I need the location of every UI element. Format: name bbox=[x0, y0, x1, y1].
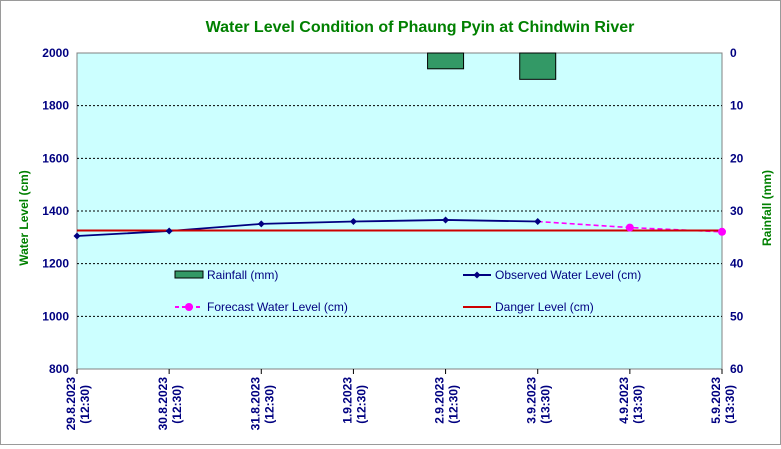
x-tick-label: 4.9.2023 (13:30) bbox=[617, 377, 645, 424]
y2-tick-label: 20 bbox=[730, 151, 744, 165]
chart-title: Water Level Condition of Phaung Pyin at … bbox=[206, 19, 635, 36]
rainfall-bars bbox=[427, 52, 557, 80]
y-axis-tick-labels: 800 1000 1200 1400 1600 1800 2000 bbox=[42, 46, 69, 376]
series-markers bbox=[73, 216, 726, 240]
x-axis-tick-labels: 29.8.2023 (12:30) 30.8.2023 (12:30) 31.8.202… bbox=[64, 377, 737, 431]
x-tick-date: 2.9.2023 bbox=[433, 377, 447, 424]
y-tick-label: 1600 bbox=[42, 151, 69, 165]
y2-tick-label: 10 bbox=[730, 99, 744, 113]
legend-marker bbox=[185, 303, 193, 311]
legend-swatch bbox=[174, 270, 204, 279]
y-tick-label: 1000 bbox=[42, 309, 69, 323]
x-tick-date: 3.9.2023 bbox=[525, 377, 539, 424]
forecast-point bbox=[718, 227, 726, 236]
x-tick-label: 3.9.2023 (13:30) bbox=[525, 377, 553, 424]
legend-item: Forecast Water Level (cm) bbox=[175, 300, 348, 314]
observed-point bbox=[442, 216, 450, 224]
x-tick-time: (12:30) bbox=[262, 385, 276, 424]
x-tick-label: 5.9.2023 (13:30) bbox=[709, 377, 737, 424]
y-tick-label: 800 bbox=[49, 362, 69, 376]
x-tick-time: (13:30) bbox=[631, 385, 645, 424]
x-tick-time: (12:30) bbox=[354, 385, 368, 424]
legend-label: Forecast Water Level (cm) bbox=[207, 300, 348, 314]
y2-tick-label: 60 bbox=[730, 362, 744, 376]
x-tick-label: 30.8.2023 (12:30) bbox=[156, 377, 184, 431]
rainfall-bar bbox=[427, 52, 465, 70]
legend-label: Rainfall (mm) bbox=[207, 268, 278, 282]
y-tick-label: 1800 bbox=[42, 99, 69, 113]
y2-axis-title: Rainfall (mm) bbox=[760, 170, 774, 246]
x-tick-time: (12:30) bbox=[170, 385, 184, 424]
legend-item: Observed Water Level (cm) bbox=[463, 268, 641, 282]
legend-item: Danger Level (cm) bbox=[463, 300, 594, 314]
x-tick-label: 2.9.2023 (12:30) bbox=[433, 377, 461, 424]
x-tick-date: 30.8.2023 bbox=[156, 377, 170, 431]
x-tick-time: (12:30) bbox=[78, 385, 92, 424]
observed-line bbox=[76, 219, 538, 237]
x-tick-label: 1.9.2023 (12:30) bbox=[340, 377, 368, 424]
x-tick-time: (13:30) bbox=[539, 385, 553, 424]
legend: Rainfall (mm) Observed Water Level (cm) Fo… bbox=[174, 268, 641, 314]
rainfall-bar bbox=[519, 52, 557, 80]
x-tick-date: 1.9.2023 bbox=[340, 377, 354, 424]
observed-point bbox=[165, 227, 173, 235]
gridlines bbox=[77, 105, 722, 317]
y-tick-label: 1400 bbox=[42, 204, 69, 218]
x-tick-date: 29.8.2023 bbox=[64, 377, 78, 431]
forecast-point bbox=[625, 223, 634, 232]
x-tick-label: 31.8.2023 (12:30) bbox=[248, 377, 276, 431]
y2-tick-label: 40 bbox=[730, 257, 744, 271]
x-tick-label: 29.8.2023 (12:30) bbox=[64, 377, 92, 431]
x-tick-date: 5.9.2023 bbox=[709, 377, 723, 424]
observed-point bbox=[349, 218, 357, 226]
x-tick-time: (12:30) bbox=[447, 385, 461, 424]
legend-label: Danger Level (cm) bbox=[495, 300, 594, 314]
y-tick-label: 2000 bbox=[42, 46, 69, 60]
x-tick-date: 31.8.2023 bbox=[248, 377, 262, 431]
legend-marker bbox=[473, 271, 481, 279]
y-tick-label: 1200 bbox=[42, 257, 69, 271]
x-tick-marks bbox=[76, 369, 723, 374]
y2-tick-label: 50 bbox=[730, 309, 744, 323]
x-tick-time: (13:30) bbox=[723, 385, 737, 424]
legend-item: Rainfall (mm) bbox=[174, 268, 278, 282]
observed-point bbox=[257, 220, 265, 228]
observed-point bbox=[534, 218, 542, 226]
y2-axis-tick-labels: 0 10 20 30 40 50 60 bbox=[730, 46, 744, 376]
y-axis-title: Water Level (cm) bbox=[17, 170, 31, 266]
legend-label: Observed Water Level (cm) bbox=[495, 268, 641, 282]
y2-tick-label: 0 bbox=[730, 46, 737, 60]
x-tick-date: 4.9.2023 bbox=[617, 377, 631, 424]
observed-point bbox=[73, 232, 81, 240]
y2-tick-label: 30 bbox=[730, 204, 744, 218]
